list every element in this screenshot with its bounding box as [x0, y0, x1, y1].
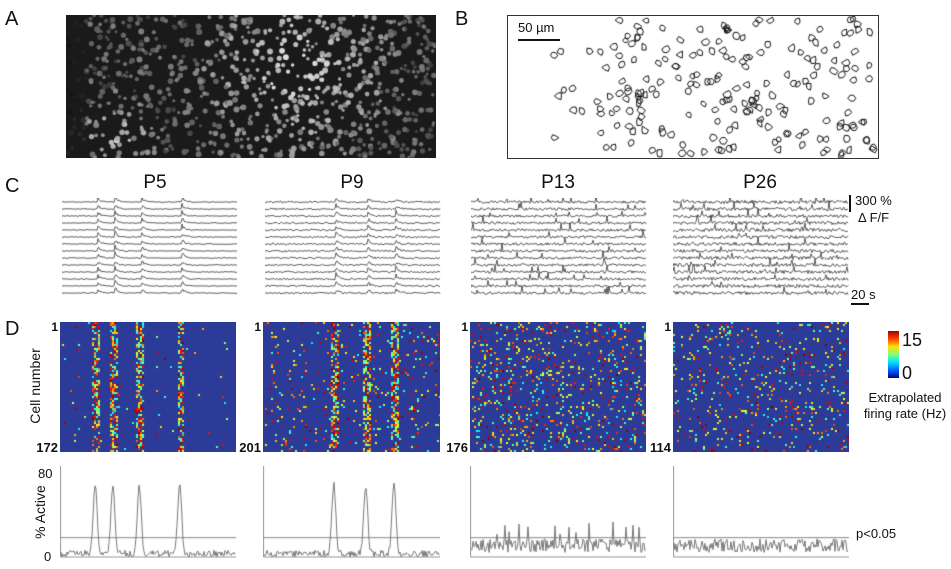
age-title-p5: P5 — [143, 172, 167, 193]
calcium-traces-p13 — [471, 198, 647, 302]
age-title-p9: P9 — [340, 172, 364, 193]
cell-first-label: 1 — [461, 320, 468, 334]
calcium-traces-p5 — [62, 198, 238, 302]
calcium-traces-p9 — [265, 198, 441, 302]
age-title-p13: P13 — [541, 172, 575, 193]
active-plot-p26 — [673, 466, 849, 558]
colorbar — [888, 331, 899, 378]
colorbar-max: 15 — [902, 330, 923, 350]
cell-number-axis-label: Cell number — [27, 348, 43, 424]
cell-first-label: 1 — [664, 320, 671, 334]
heatmap-p5 — [60, 322, 236, 452]
colorbar-label: Extrapolated firing rate (Hz) — [863, 390, 947, 421]
heatmap-p26 — [673, 322, 849, 452]
colorbar-min: 0 — [902, 363, 913, 383]
active-axis-label: % Active — [32, 485, 48, 539]
heatmap-p13 — [470, 322, 646, 452]
calcium-traces-p26 — [673, 198, 849, 302]
amplitude-unit-label: Δ F/F — [858, 210, 890, 225]
active-plot-p5 — [60, 466, 236, 558]
amplitude-scale-label: 300 % — [855, 193, 892, 208]
panel-label-c: C — [5, 175, 20, 197]
cell-contour-map — [507, 15, 879, 159]
age-title-p26: P26 — [743, 172, 777, 193]
time-scale-label: 20 s — [851, 287, 876, 302]
threshold-label: p<0.05 — [856, 526, 897, 541]
amplitude-scale-bar — [849, 195, 851, 212]
active-plot-p13 — [470, 466, 646, 558]
panel-label-d: D — [5, 318, 20, 340]
active-ymin: 0 — [44, 549, 52, 564]
heatmap-p9 — [263, 322, 440, 452]
active-ymax: 80 — [38, 466, 53, 481]
cell-first-label: 1 — [51, 320, 58, 334]
cell-count-label: 114 — [650, 440, 671, 455]
scale-bar-label: 50 µm — [518, 20, 555, 35]
cell-count-label: 172 — [36, 440, 58, 455]
cell-first-label: 1 — [254, 320, 261, 334]
panel-label-b: B — [455, 8, 469, 30]
active-plot-p9 — [263, 466, 440, 558]
cell-count-label: 201 — [239, 440, 261, 455]
time-scale-bar — [851, 303, 869, 305]
scale-bar — [518, 39, 560, 41]
cell-count-label: 176 — [446, 440, 468, 455]
microscopy-image — [66, 15, 436, 158]
panel-label-a: A — [5, 8, 19, 30]
